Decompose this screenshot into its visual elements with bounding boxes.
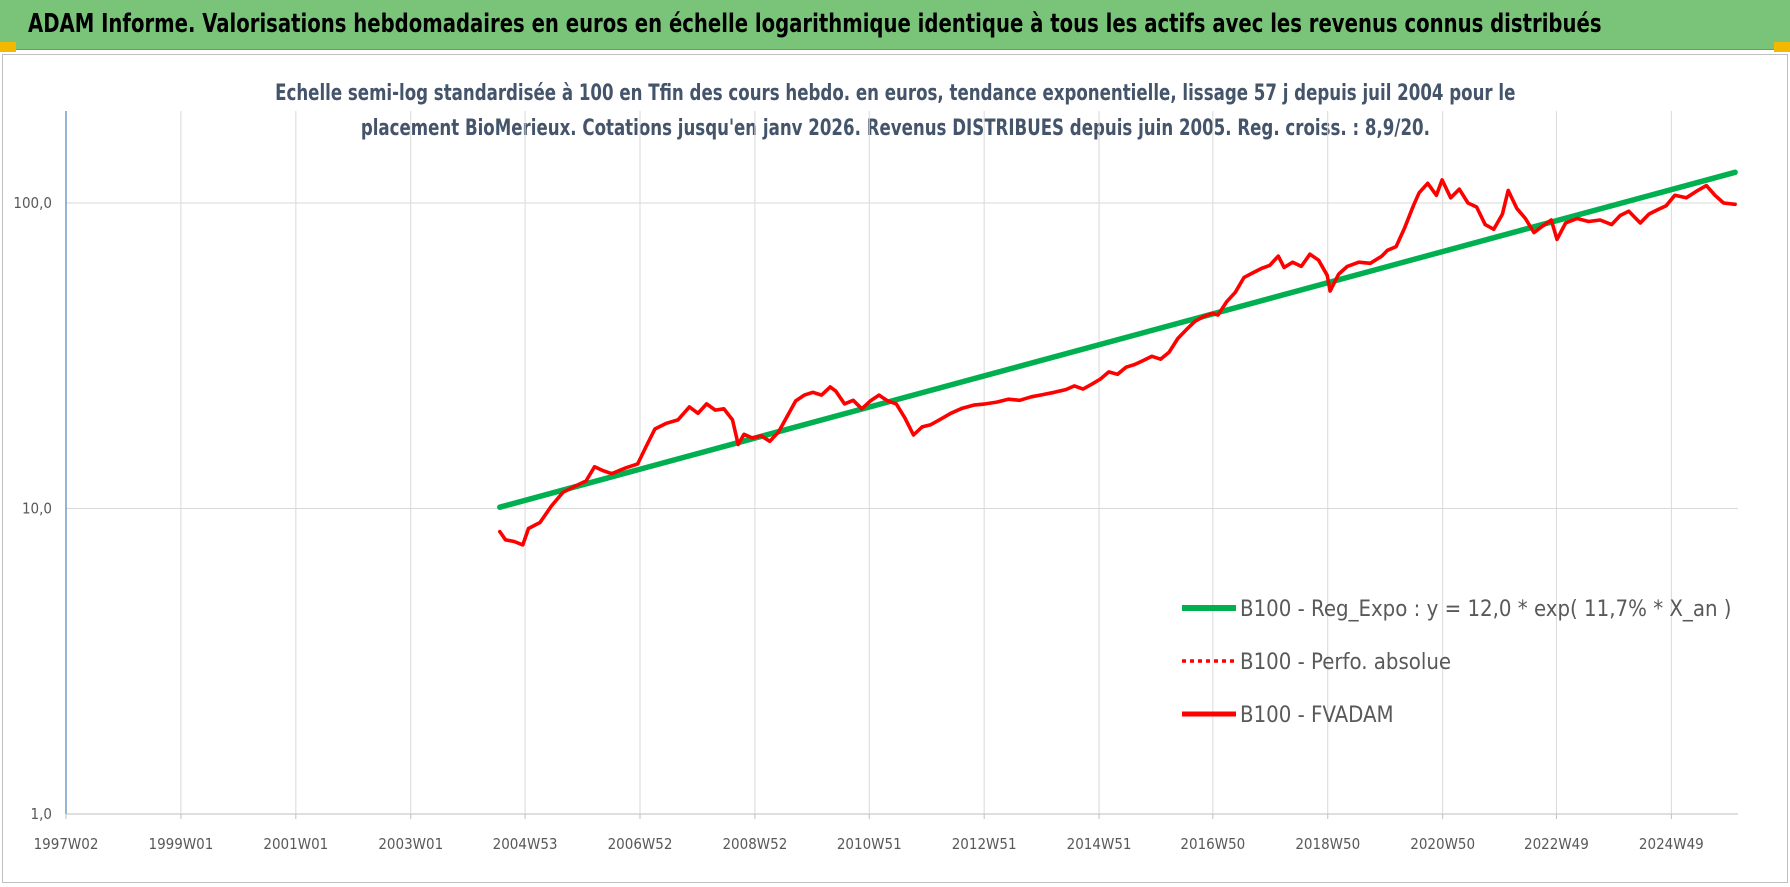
x-tick-label: 2006W52 [608, 835, 673, 853]
gridlines [65, 111, 1738, 815]
legend-entry-fvadam-label: B100 - FVADAM [1240, 703, 1394, 728]
legend: B100 - Reg_Expo : y = 12,0 * exp( 11,7% … [1182, 597, 1732, 728]
axes: 1,0 10,0 100,0 1997W02 1999W01 2001W01 2003W01… [13, 111, 1738, 853]
x-tick-label: 2024W49 [1639, 835, 1704, 853]
x-tick-label: 1997W02 [34, 835, 99, 853]
chart-frame [2, 54, 1788, 883]
x-tick-label: 2020W50 [1410, 835, 1475, 853]
chart-title-line-1: Echelle semi-log standardisée à 100 en T… [274, 81, 1516, 106]
fvadam-line [498, 178, 1737, 547]
corner-marker-left [0, 42, 16, 52]
x-tick-label: 2018W50 [1295, 835, 1360, 853]
x-tick-label: 2022W49 [1524, 835, 1589, 853]
x-tick-label: 2008W52 [722, 835, 787, 853]
corner-marker-right [1774, 42, 1790, 52]
legend-entry-reg-expo-label: B100 - Reg_Expo : y = 12,0 * exp( 11,7% … [1240, 597, 1732, 622]
x-tick-label: 1999W01 [148, 835, 213, 853]
x-tick-label: 2001W01 [263, 835, 328, 853]
chart-title-line-2: placement BioMerieux. Cotations jusqu'en… [360, 116, 1430, 141]
x-tick-label: 2014W51 [1067, 835, 1132, 853]
legend-entry-perfo-absolue-label: B100 - Perfo. absolue [1240, 650, 1451, 675]
x-tick-label: 2012W51 [952, 835, 1017, 853]
report-banner: ADAM Informe. Valorisations hebdomadaire… [0, 0, 1790, 50]
y-tick-label: 100,0 [13, 194, 52, 212]
y-tick-label: 1,0 [31, 805, 52, 823]
x-tick-label: 2004W53 [493, 835, 558, 853]
x-tick-label: 2016W50 [1180, 835, 1245, 853]
series-layer [497, 169, 1738, 547]
report-title: ADAM Informe. Valorisations hebdomadaire… [28, 9, 1602, 39]
x-tick-label: 2003W01 [378, 835, 443, 853]
chart-title: Echelle semi-log standardisée à 100 en T… [0, 76, 1790, 146]
y-tick-label: 10,0 [22, 500, 52, 518]
x-tick-label: 2010W51 [837, 835, 902, 853]
